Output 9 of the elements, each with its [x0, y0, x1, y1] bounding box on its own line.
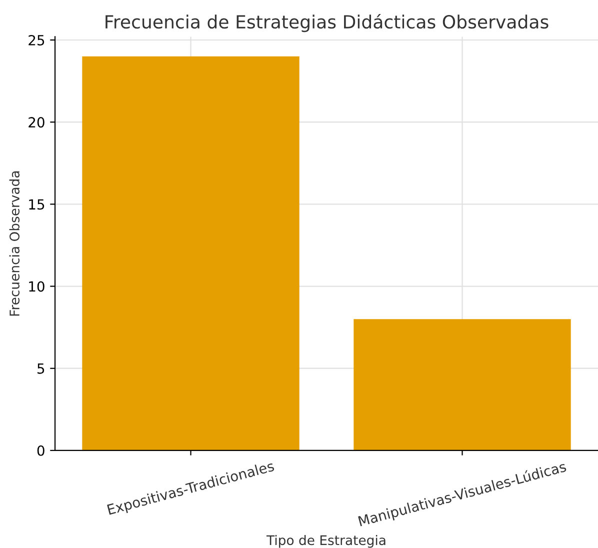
y-tick-label: 10 [29, 281, 44, 292]
y-tick-label: 20 [28, 117, 44, 128]
x-axis-title: Tipo de Estrategia [266, 534, 386, 548]
y-tick-label: 25 [28, 34, 44, 46]
y-tick-label: 5 [38, 364, 44, 374]
y-tick-label: 15 [29, 199, 44, 210]
y-tick-label: 0 [37, 445, 44, 456]
chart-title: Frecuencia de Estrategias Didácticas Observadas [106, 14, 548, 32]
y-axis-title: Frecuencia Observada [9, 171, 20, 316]
